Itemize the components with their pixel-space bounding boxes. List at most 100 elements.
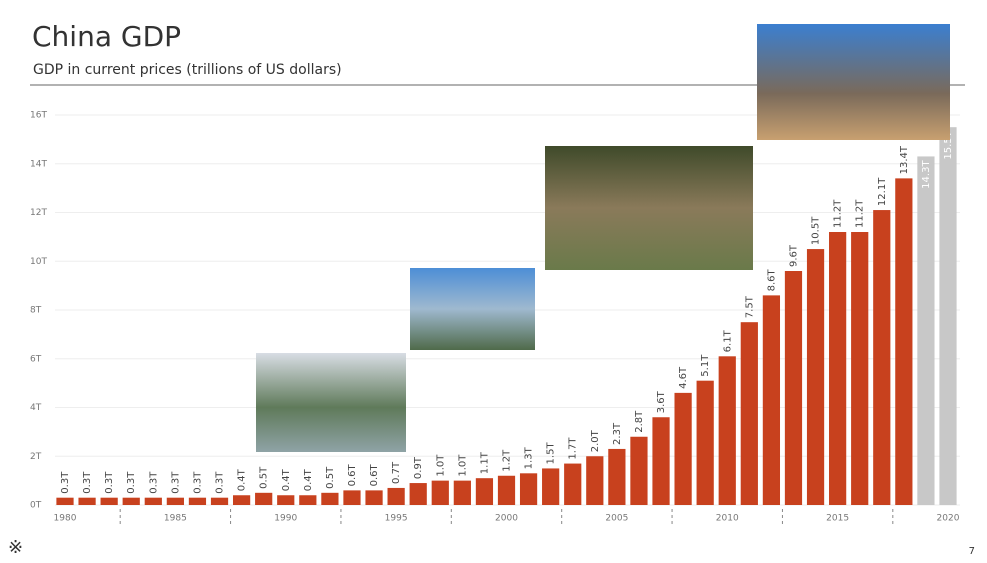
x-tick-label: 1995 bbox=[385, 514, 408, 524]
value-label: 13.4T bbox=[899, 145, 910, 174]
bar bbox=[939, 127, 957, 505]
bar bbox=[519, 473, 538, 505]
bar bbox=[917, 156, 935, 505]
value-label: 7.5T bbox=[744, 295, 755, 318]
value-label: 2.8T bbox=[634, 410, 645, 433]
bar bbox=[497, 475, 516, 505]
x-tick-label: 1985 bbox=[164, 514, 187, 524]
value-label: 1.0T bbox=[435, 454, 446, 477]
x-tick-label: 2015 bbox=[826, 514, 849, 524]
value-label: 9.6T bbox=[788, 244, 799, 267]
photo bbox=[256, 353, 406, 452]
y-tick-label: 8T bbox=[30, 306, 42, 316]
value-label: 0.5T bbox=[259, 466, 270, 489]
bar bbox=[431, 480, 449, 505]
subtitle: GDP in current prices (trillions of US d… bbox=[33, 62, 342, 78]
bar bbox=[475, 478, 494, 505]
value-label: 0.5T bbox=[325, 466, 336, 489]
bar bbox=[409, 483, 427, 505]
value-label: 6.1T bbox=[722, 329, 733, 352]
bar bbox=[829, 232, 847, 505]
value-label: 0.3T bbox=[148, 471, 159, 494]
bar bbox=[608, 448, 626, 505]
value-label: 15.5T bbox=[943, 130, 954, 159]
page-number: 7 bbox=[969, 546, 975, 557]
photo bbox=[545, 146, 753, 270]
bar bbox=[122, 497, 140, 505]
bar bbox=[873, 210, 891, 505]
x-tick-label: 1990 bbox=[274, 514, 297, 524]
bar bbox=[188, 497, 207, 505]
bar bbox=[564, 463, 582, 505]
bar bbox=[299, 495, 317, 505]
value-label: 0.4T bbox=[237, 468, 248, 491]
value-label: 0.6T bbox=[347, 463, 358, 486]
bar bbox=[806, 249, 825, 505]
bar bbox=[851, 232, 869, 505]
bar bbox=[232, 495, 251, 505]
bar bbox=[210, 497, 229, 505]
value-label: 8.6T bbox=[766, 268, 777, 291]
value-label: 3.6T bbox=[656, 390, 667, 413]
value-label: 0.3T bbox=[82, 471, 93, 494]
value-label: 1.5T bbox=[546, 442, 557, 465]
plot: 0T 2T 4T 6T 8T 10T 12T 14T 16T 1980 1985 1990 1995 20… bbox=[30, 111, 960, 525]
bar bbox=[895, 178, 913, 505]
value-label: 12.1T bbox=[877, 177, 888, 206]
bar bbox=[166, 497, 184, 505]
value-label: 11.2T bbox=[833, 199, 844, 228]
x-tick-label: 1980 bbox=[54, 514, 77, 524]
value-label: 4.6T bbox=[678, 366, 689, 389]
bar bbox=[630, 436, 648, 505]
value-label: 1.1T bbox=[479, 451, 490, 474]
bar bbox=[365, 490, 383, 505]
value-label: 0.3T bbox=[60, 471, 71, 494]
y-tick-label: 4T bbox=[30, 403, 42, 413]
value-label: 0.3T bbox=[215, 471, 226, 494]
bar bbox=[740, 322, 758, 505]
bar bbox=[652, 417, 670, 505]
value-label: 14.3T bbox=[921, 160, 932, 189]
bar bbox=[586, 456, 604, 505]
value-label: 0.9T bbox=[413, 456, 424, 479]
value-label: 0.3T bbox=[104, 471, 115, 494]
y-tick-label: 0T bbox=[30, 501, 42, 511]
value-label: 1.7T bbox=[568, 437, 579, 460]
x-tick-label: 2020 bbox=[937, 514, 960, 524]
photo bbox=[410, 268, 535, 350]
value-label: 0.4T bbox=[303, 468, 314, 491]
x-tick-label: 2000 bbox=[495, 514, 518, 524]
value-label: 0.6T bbox=[369, 463, 380, 486]
bar bbox=[144, 497, 162, 505]
y-tick-label: 6T bbox=[30, 354, 42, 364]
y-tick-label: 12T bbox=[30, 208, 47, 218]
x-tick-label: 2005 bbox=[605, 514, 628, 524]
value-label: 5.1T bbox=[700, 354, 711, 377]
bar bbox=[718, 356, 736, 505]
y-tick-label: 14T bbox=[30, 159, 47, 169]
value-label: 0.3T bbox=[192, 471, 203, 494]
bar bbox=[696, 380, 714, 505]
value-label: 2.0T bbox=[590, 429, 601, 452]
y-tick-label: 10T bbox=[30, 257, 47, 267]
x-tick-label: 2010 bbox=[716, 514, 739, 524]
value-label: 2.3T bbox=[612, 422, 623, 445]
footer-symbol: ※ bbox=[8, 537, 23, 558]
photo bbox=[757, 24, 950, 140]
bar bbox=[387, 487, 405, 505]
bar bbox=[784, 271, 803, 505]
value-label: 1.3T bbox=[524, 446, 535, 469]
bar bbox=[100, 497, 118, 505]
bar bbox=[321, 492, 339, 505]
bar bbox=[277, 495, 295, 505]
bar bbox=[674, 392, 692, 505]
bar bbox=[56, 497, 74, 505]
value-label: 0.3T bbox=[170, 471, 181, 494]
value-label: 1.0T bbox=[457, 454, 468, 477]
value-label: 1.2T bbox=[502, 449, 513, 472]
bar bbox=[453, 480, 471, 505]
bar bbox=[343, 490, 361, 505]
value-label: 0.7T bbox=[391, 461, 402, 484]
value-label: 0.4T bbox=[281, 468, 292, 491]
